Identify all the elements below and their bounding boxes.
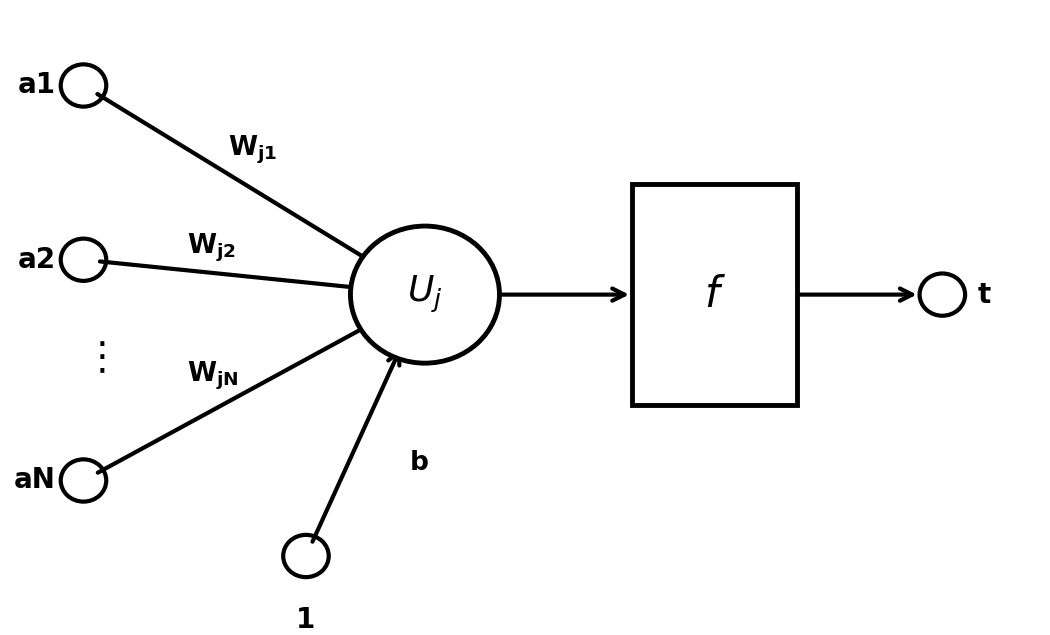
Text: aN: aN <box>14 467 56 495</box>
Bar <box>632 184 798 405</box>
Text: $f$: $f$ <box>704 274 726 316</box>
Text: a1: a1 <box>18 72 56 100</box>
Text: $\mathbf{W_{j2}}$: $\mathbf{W_{j2}}$ <box>187 232 236 264</box>
Text: $\mathbf{b}$: $\mathbf{b}$ <box>410 450 429 476</box>
Text: 1: 1 <box>296 606 316 634</box>
Text: $\mathbf{W_{jN}}$: $\mathbf{W_{jN}}$ <box>187 360 238 392</box>
Ellipse shape <box>351 226 500 363</box>
Text: $U_j$: $U_j$ <box>407 274 443 315</box>
Text: a2: a2 <box>18 246 56 274</box>
Text: $\mathbf{W_{j1}}$: $\mathbf{W_{j1}}$ <box>228 133 277 166</box>
Text: t: t <box>978 281 991 309</box>
Text: $\vdots$: $\vdots$ <box>82 340 105 377</box>
